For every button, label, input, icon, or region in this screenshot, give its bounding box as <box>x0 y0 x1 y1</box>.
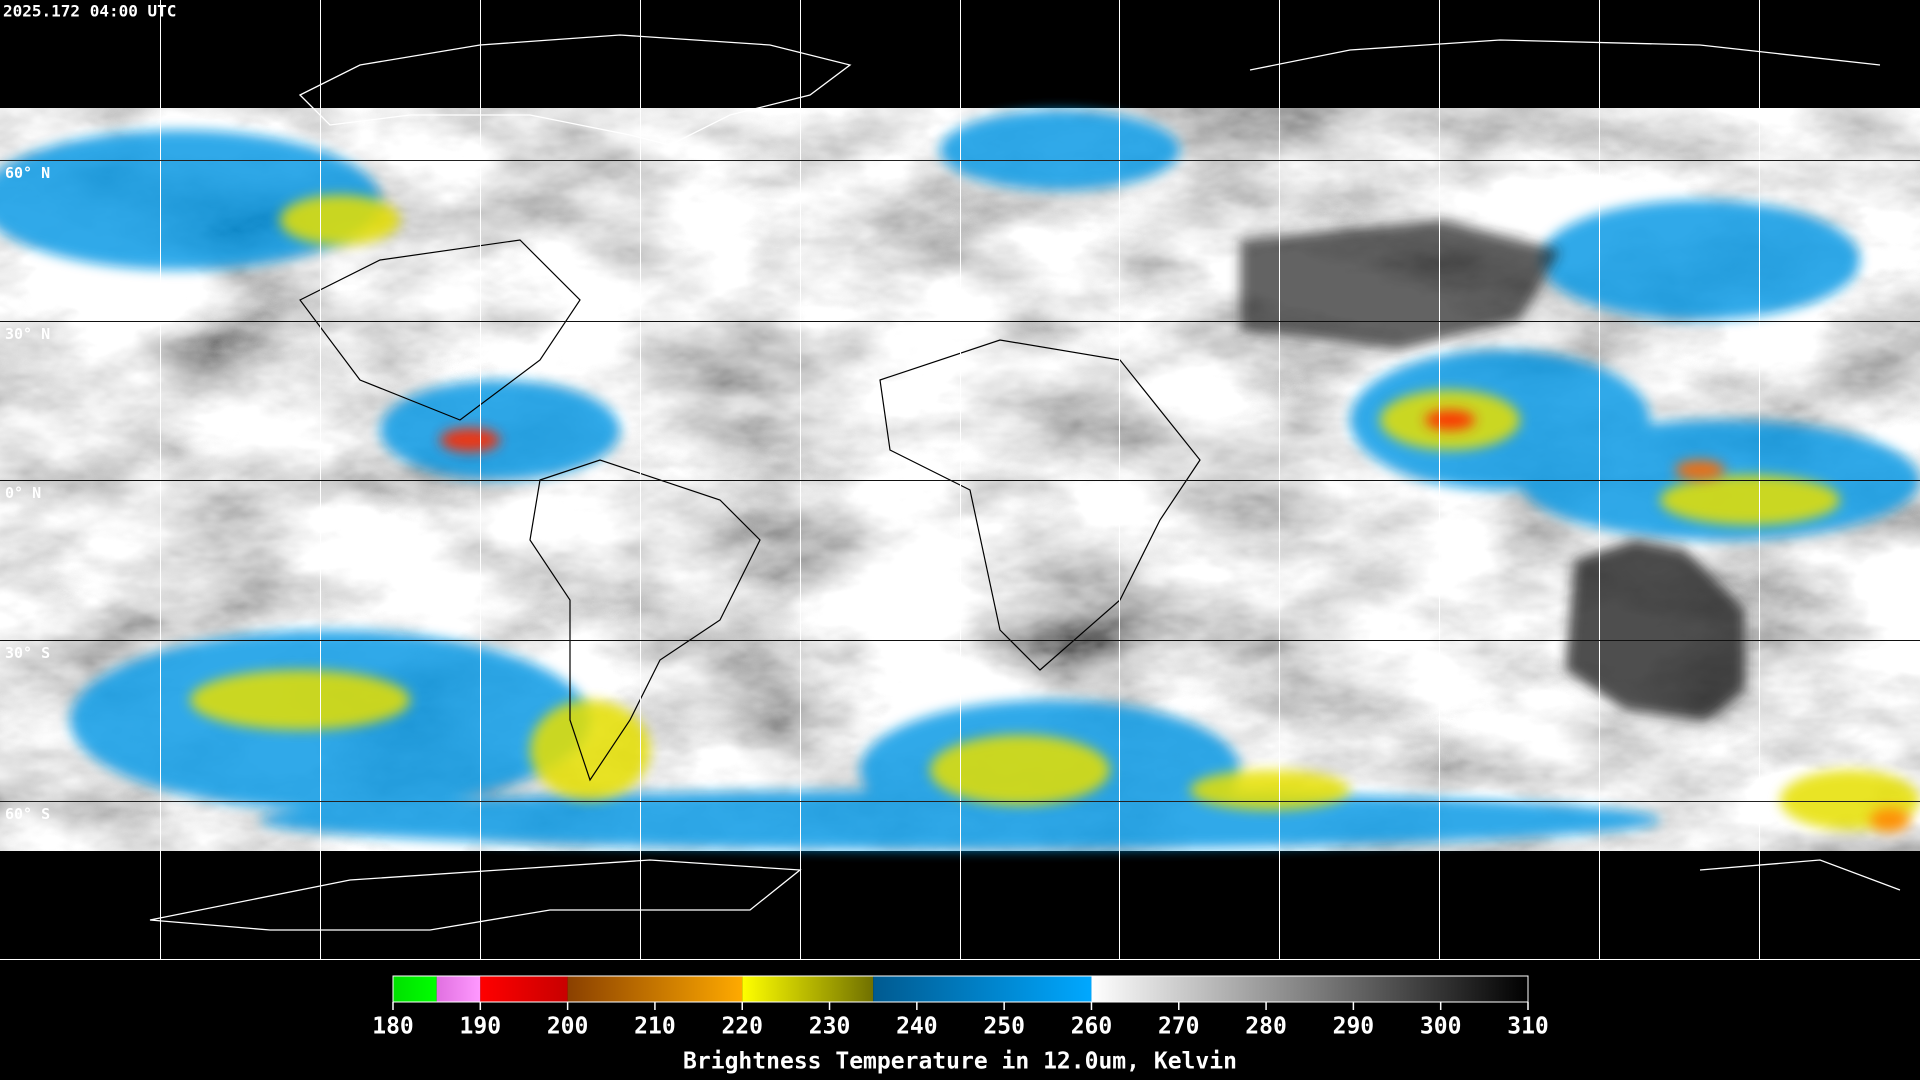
colorbar-tick-label: 280 <box>1245 1014 1287 1040</box>
colorbar: 180 190 200 210 220 230 240 250 260 270 280 290 300 3… <box>372 975 1549 1040</box>
colorbar-tick-label: 240 <box>896 1014 938 1040</box>
colorbar-frame <box>392 975 1529 1003</box>
latitude-label: 30° S <box>5 644 50 662</box>
colorbar-segment <box>480 976 568 1002</box>
colorbar-tick-label: 300 <box>1420 1014 1462 1040</box>
latitude-label: 0° N <box>5 484 41 502</box>
latitude-label: 60° N <box>5 164 50 182</box>
colorbar-segment <box>567 976 743 1002</box>
colorbar-segment <box>742 976 874 1002</box>
colorbar-tick-label: 250 <box>983 1014 1025 1040</box>
colorbar-tick-label: 260 <box>1071 1014 1113 1040</box>
graticule <box>0 0 1920 960</box>
colorbar-tick-label: 270 <box>1158 1014 1200 1040</box>
colorbar-label: Brightness Temperature in 12.0um, Kelvin <box>683 1049 1237 1075</box>
colorbar-tick-label: 180 <box>372 1014 414 1040</box>
colorbar-segment <box>1091 976 1528 1002</box>
latitude-label: 30° N <box>5 325 50 343</box>
latitude-label: 60° S <box>5 805 50 823</box>
colorbar-tick-label: 190 <box>460 1014 502 1040</box>
colorbar-tick-label: 230 <box>809 1014 851 1040</box>
colorbar-tick-label: 290 <box>1333 1014 1375 1040</box>
colorbar-segment <box>393 976 437 1002</box>
colorbar-tick-label: 210 <box>634 1014 676 1040</box>
colorbar-tick-label: 310 <box>1507 1014 1549 1040</box>
timestamp: 2025.172 04:00 UTC <box>3 2 176 21</box>
colorbar-tick-label: 200 <box>547 1014 589 1040</box>
colorbar-segment <box>436 976 481 1002</box>
colorbar-tick-label: 220 <box>721 1014 763 1040</box>
colorbar-segment <box>873 976 1092 1002</box>
